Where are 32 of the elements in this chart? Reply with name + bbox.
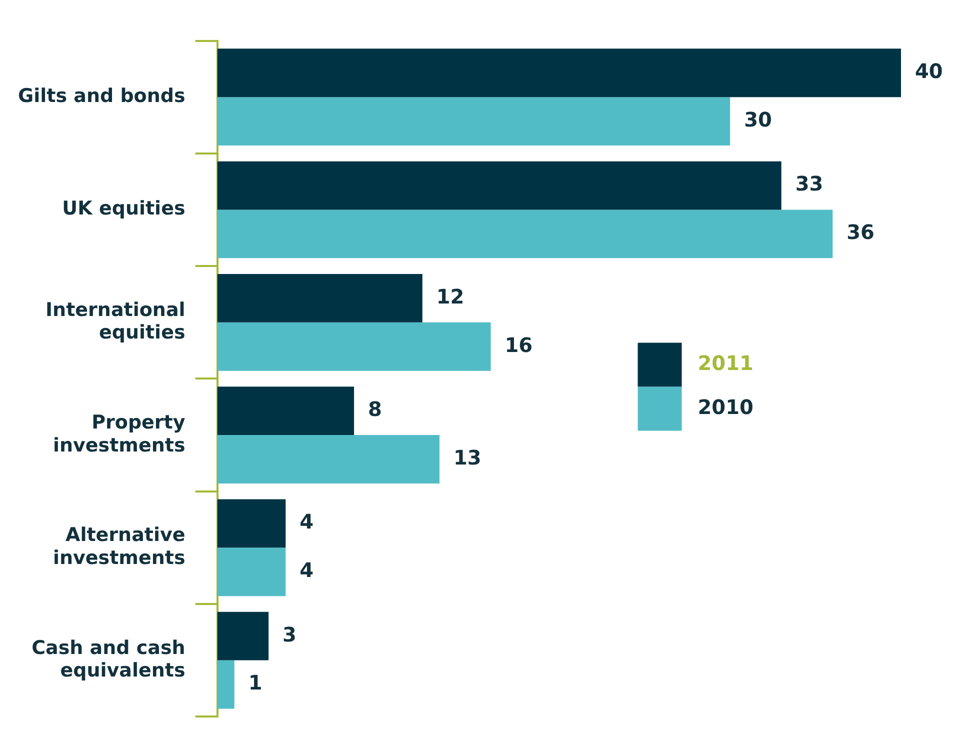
legend-label: 2010 (698, 394, 754, 419)
bar (217, 548, 286, 596)
data-label: 30 (744, 108, 772, 132)
bar (217, 210, 833, 258)
y-tick-label: UK equities (62, 198, 186, 220)
bar (217, 386, 354, 436)
y-tick-label: Cash and cash equivalents (32, 636, 186, 682)
data-label: 33 (795, 172, 824, 196)
bar (217, 322, 491, 371)
data-label: 13 (453, 445, 482, 470)
bar (217, 660, 234, 709)
bar (217, 161, 782, 210)
data-label: 3 (282, 622, 296, 646)
data-label: 4 (300, 558, 314, 582)
y-tick-label: Gilts and bonds (18, 85, 186, 108)
y-tick-label: Alternative investments (52, 524, 186, 569)
data-label: 12 (436, 284, 464, 308)
bar (217, 48, 901, 98)
data-label: 8 (368, 397, 382, 422)
legend-label: 2011 (698, 350, 754, 375)
bar (217, 499, 286, 548)
bar (217, 274, 422, 322)
y-tick-label: International equities (45, 298, 186, 344)
bar (217, 97, 730, 146)
data-label: 36 (846, 220, 874, 244)
y-tick-label: Property investments (52, 412, 186, 456)
data-label: 16 (504, 332, 533, 357)
data-label: 4 (300, 510, 314, 534)
bar (217, 435, 440, 484)
data-label: 1 (248, 670, 262, 695)
data-label: 40 (915, 59, 943, 84)
bar (217, 612, 269, 660)
